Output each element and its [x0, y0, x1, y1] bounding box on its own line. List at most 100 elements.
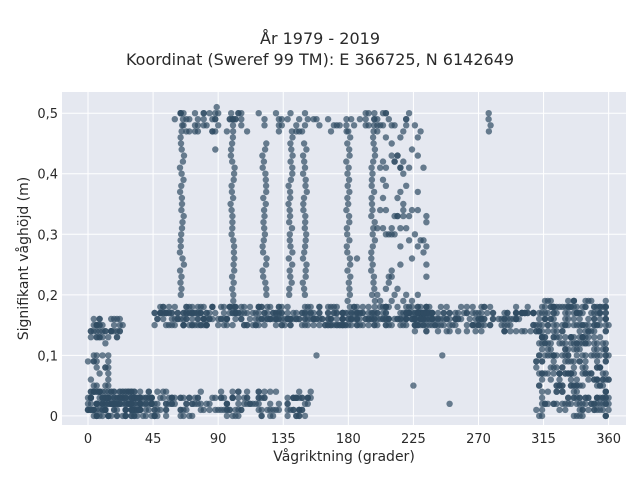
data-point	[573, 321, 580, 329]
data-point	[368, 212, 375, 220]
data-point	[570, 346, 578, 353]
data-point	[570, 334, 578, 341]
data-point	[377, 297, 384, 305]
data-point	[162, 412, 170, 420]
data-point	[544, 309, 552, 317]
data-point	[301, 122, 309, 129]
data-point	[344, 297, 351, 305]
data-point	[394, 152, 401, 159]
data-point	[579, 364, 586, 371]
data-point	[96, 370, 103, 377]
data-point	[576, 358, 583, 365]
data-point	[230, 261, 237, 268]
data-point	[284, 116, 291, 123]
data-point	[585, 406, 592, 414]
data-point	[110, 315, 118, 323]
data-point	[343, 206, 350, 214]
data-point	[475, 321, 482, 329]
data-point	[223, 128, 231, 135]
data-point	[410, 382, 417, 389]
data-point	[189, 315, 196, 323]
data-point	[302, 212, 309, 220]
data-point	[469, 321, 476, 329]
data-point	[344, 309, 351, 317]
data-point	[478, 315, 485, 323]
data-point	[512, 309, 520, 317]
data-point	[262, 200, 269, 208]
data-point	[165, 303, 173, 311]
data-point	[286, 231, 293, 238]
y-tick-labels: 0 0,1 0,2 0,3 0,4 0,5	[37, 107, 58, 425]
data-point	[547, 340, 554, 347]
data-point	[344, 170, 351, 177]
data-point	[87, 334, 95, 341]
data-point	[368, 267, 375, 274]
data-point	[388, 267, 395, 274]
data-point	[414, 243, 421, 250]
data-point	[485, 116, 492, 123]
data-point	[262, 176, 269, 183]
data-point	[145, 394, 152, 401]
data-point	[230, 291, 237, 298]
data-point	[284, 309, 291, 317]
data-point	[585, 340, 592, 347]
data-point	[178, 170, 185, 177]
data-point	[232, 315, 239, 323]
data-point	[559, 382, 566, 389]
data-point	[536, 352, 543, 359]
data-point	[423, 328, 430, 335]
data-point	[128, 400, 135, 407]
data-point	[267, 412, 274, 420]
y-tick-label: 0,2	[37, 289, 58, 304]
data-point	[371, 116, 378, 123]
data-point	[229, 116, 237, 123]
data-point	[408, 255, 416, 262]
data-point	[186, 116, 193, 123]
data-point	[343, 116, 350, 123]
data-point	[512, 303, 520, 311]
data-point	[105, 400, 112, 407]
data-point	[177, 110, 184, 117]
data-point	[223, 406, 231, 414]
data-point	[596, 309, 604, 317]
data-point	[229, 134, 237, 141]
data-point	[486, 321, 494, 329]
data-point	[538, 376, 546, 383]
data-point	[203, 321, 210, 329]
data-point	[258, 412, 265, 420]
data-point	[316, 321, 323, 329]
data-point	[178, 206, 185, 214]
data-point	[296, 388, 303, 395]
data-point	[347, 261, 354, 268]
data-point	[397, 243, 404, 250]
data-point	[228, 110, 235, 117]
data-point	[259, 249, 267, 256]
data-point	[536, 340, 543, 347]
data-point	[368, 176, 376, 183]
data-point	[573, 376, 580, 383]
data-point	[241, 400, 248, 407]
data-point	[343, 122, 350, 129]
data-point	[434, 309, 442, 317]
data-point	[230, 243, 238, 250]
data-point	[538, 406, 546, 414]
data-point	[176, 249, 184, 256]
data-point	[495, 315, 502, 323]
data-point	[116, 328, 124, 335]
data-point	[267, 303, 274, 311]
data-point	[605, 394, 612, 401]
data-point	[96, 388, 103, 395]
data-point	[87, 394, 95, 401]
data-point	[515, 315, 523, 323]
data-point	[258, 406, 265, 414]
data-point	[556, 370, 563, 377]
data-point	[369, 134, 377, 141]
data-point	[229, 128, 237, 135]
data-point	[599, 370, 607, 377]
data-point	[303, 188, 310, 196]
data-point	[593, 394, 601, 401]
data-point	[440, 309, 447, 317]
data-point	[176, 267, 184, 274]
data-point	[570, 297, 578, 305]
